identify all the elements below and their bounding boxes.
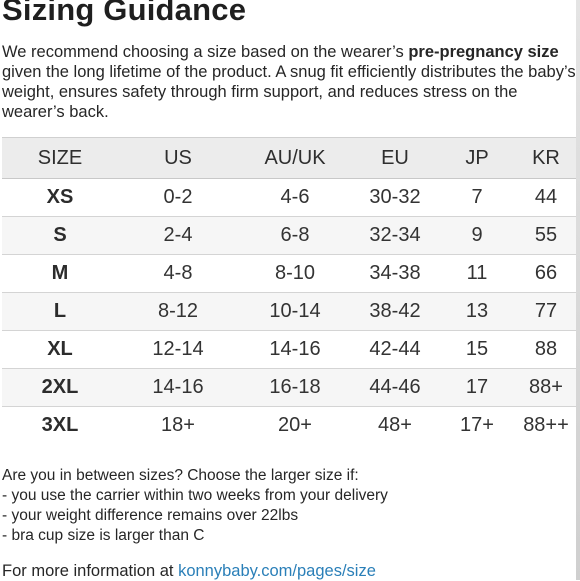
header-jp: JP [465,146,489,169]
footer-text: For more information at [2,562,179,580]
header-size: SIZE [37,146,83,169]
eu-cell: 38-42 [369,300,421,322]
us-cell: 0-2 [163,186,193,208]
jp-cell: 7 [471,186,483,208]
size-cell: 3XL [41,414,79,436]
table-row: XS 0-2 4-6 30-32 7 44 [2,179,580,217]
header-us: US [164,146,192,169]
kr-cell: 55 [534,224,558,246]
au-uk-cell: 20+ [278,414,312,436]
us-cell: 4-8 [163,262,193,284]
notes-question: Are you in between sizes? Choose the lar… [2,467,359,484]
us-cell: 2-4 [163,224,193,246]
us-cell: 14-16 [152,376,204,398]
list-item: - bra cup size is larger than C [2,527,205,544]
scrollbar[interactable] [576,0,580,580]
intro-text-end: given the long lifetime of the product. … [2,63,576,121]
size-table: SIZE US AU/UK EU JP KR XS 0-2 4-6 30-32 … [2,137,580,444]
footer-info: For more information at konnybaby.com/pa… [2,562,376,581]
table-row: S 2-4 6-8 32-34 9 55 [2,217,580,255]
au-uk-cell: 16-18 [269,376,321,398]
size-cell: S [53,224,67,246]
intro-emphasis: pre-pregnancy size [408,43,559,61]
kr-cell: 88++ [523,414,569,436]
table-row: L 8-12 10-14 38-42 13 77 [2,293,580,331]
list-item: - your weight difference remains over 22… [2,507,299,524]
jp-cell: 9 [471,224,483,246]
eu-cell: 34-38 [369,262,421,284]
jp-cell: 17 [465,376,489,398]
table-row: XL 12-14 14-16 42-44 15 88 [2,331,580,369]
table-row: M 4-8 8-10 34-38 11 66 [2,255,580,293]
header-kr: KR [532,146,560,169]
au-uk-cell: 10-14 [269,300,321,322]
kr-cell: 77 [534,300,558,322]
kr-cell: 88+ [529,376,563,398]
size-cell: M [51,262,69,284]
table-row: 3XL 18+ 20+ 48+ 17+ 88++ [2,407,580,444]
size-cell: L [53,300,67,322]
table-header-row: SIZE US AU/UK EU JP KR [2,138,580,179]
au-uk-cell: 4-6 [280,186,310,208]
jp-cell: 13 [465,300,489,322]
eu-cell: 48+ [378,414,412,436]
kr-cell: 44 [534,186,558,208]
au-uk-cell: 8-10 [274,262,316,284]
size-cell: XS [46,186,74,208]
jp-cell: 17+ [460,414,494,436]
list-item: - you use the carrier within two weeks f… [2,487,388,504]
eu-cell: 42-44 [369,338,421,360]
kr-cell: 88 [534,338,558,360]
intro-paragraph: We recommend choosing a size based on th… [2,42,578,122]
header-au-uk: AU/UK [264,146,326,169]
us-cell: 12-14 [152,338,204,360]
size-cell: 2XL [41,376,79,398]
size-guide-link[interactable]: konnybaby.com/pages/size [178,562,376,580]
au-uk-cell: 6-8 [280,224,310,246]
kr-cell: 66 [534,262,558,284]
table-row: 2XL 14-16 16-18 44-46 17 88+ [2,369,580,407]
size-cell: XL [47,338,73,360]
eu-cell: 30-32 [369,186,421,208]
sizing-notes: Are you in between sizes? Choose the lar… [2,466,578,546]
au-uk-cell: 14-16 [269,338,321,360]
us-cell: 18+ [161,414,195,436]
eu-cell: 44-46 [369,376,421,398]
eu-cell: 32-34 [369,224,421,246]
jp-cell: 15 [465,338,489,360]
page-title: Sizing Guidance [2,0,247,27]
header-eu: EU [381,146,409,169]
jp-cell: 11 [466,262,488,284]
intro-text-start: We recommend choosing a size based on th… [2,43,409,61]
us-cell: 8-12 [157,300,199,322]
